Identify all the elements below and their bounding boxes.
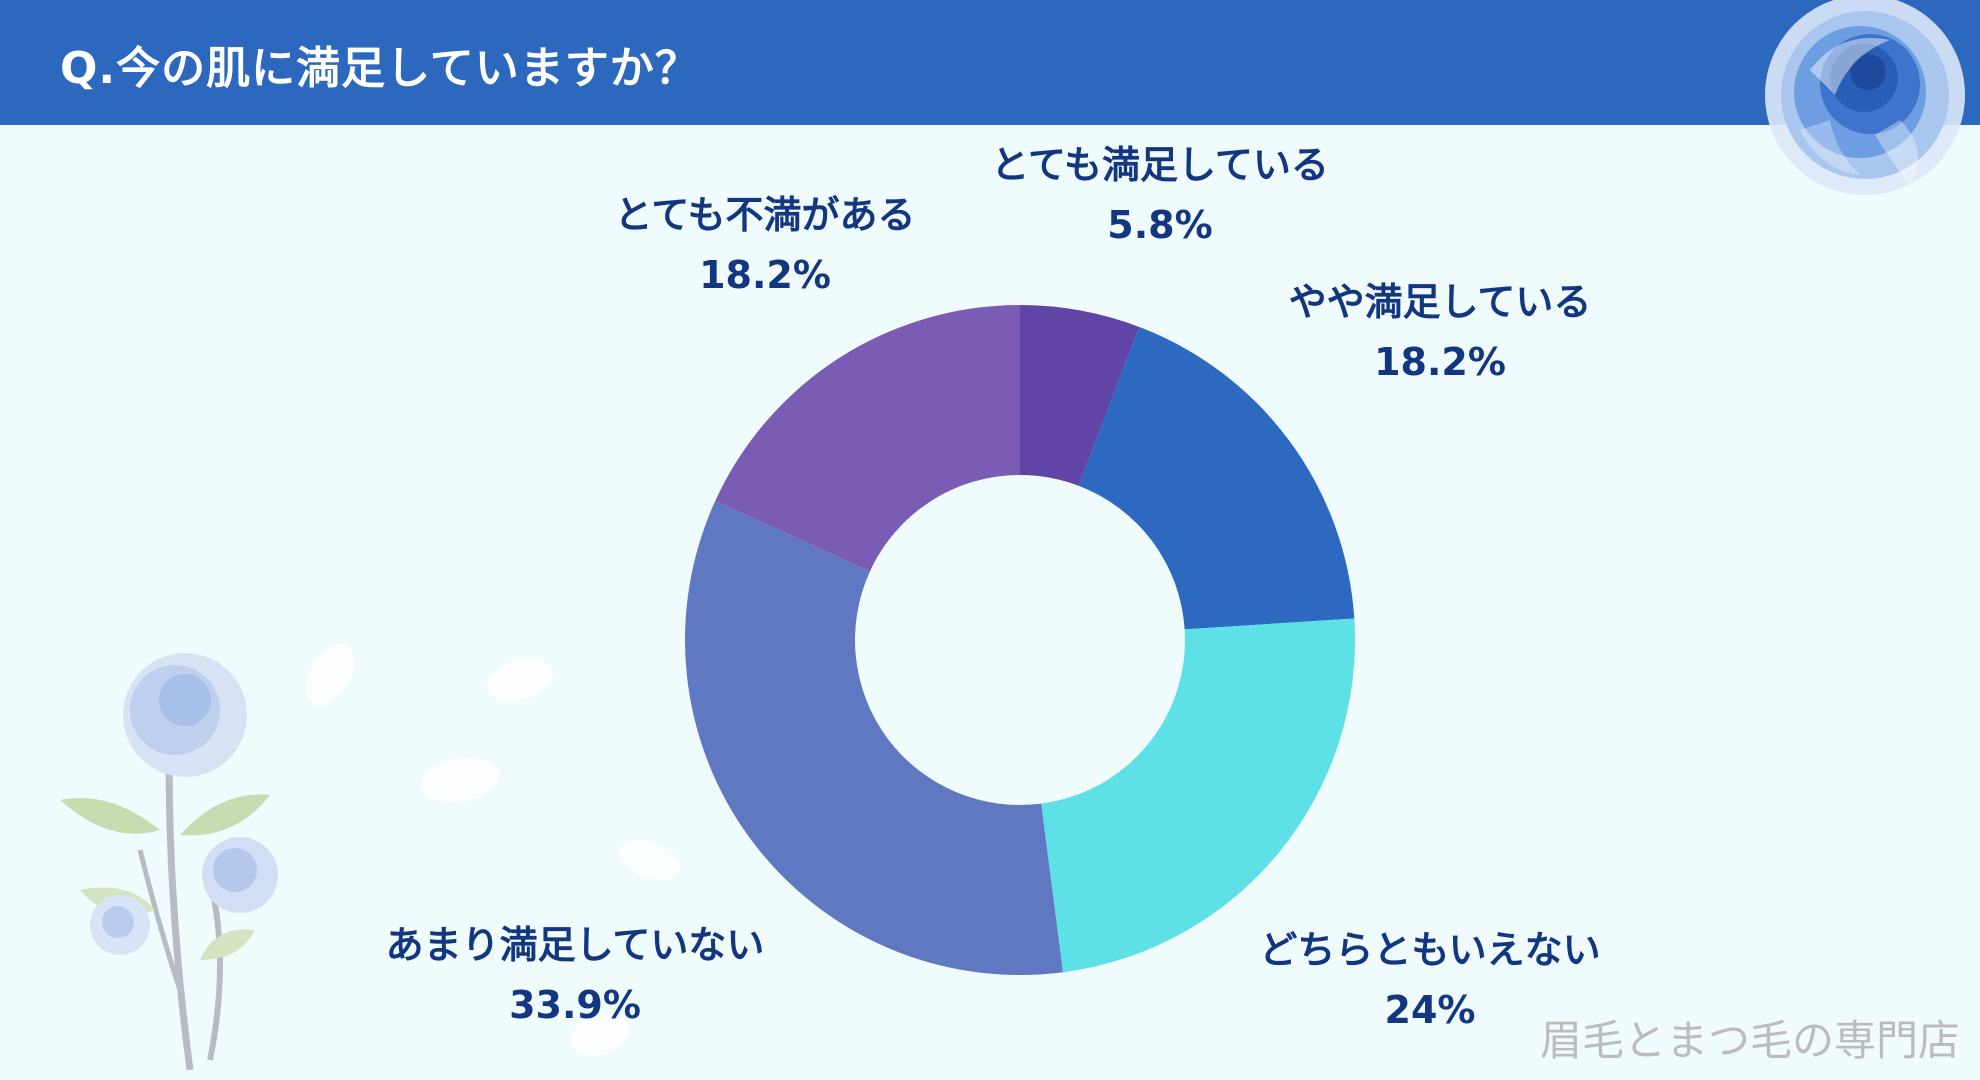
slice-label-3: どちらともいえない xyxy=(1259,928,1600,972)
slice-label-2: やや満足している xyxy=(1289,280,1592,324)
slice-label-1: とても満足している xyxy=(991,143,1329,187)
slice-3 xyxy=(1041,618,1355,973)
watermark: 眉毛とまつ毛の専門店 xyxy=(1539,1016,1960,1065)
chart-slices xyxy=(684,305,1355,975)
slice-value-4: 33.9% xyxy=(509,983,641,1027)
slice-value-5: 18.2% xyxy=(699,253,831,297)
slice-5 xyxy=(715,305,1020,572)
header-bar: Q.今の肌に満足していますか？ xyxy=(0,0,1980,125)
slice-label-5: とても不満がある xyxy=(615,193,916,237)
slice-label-4: あまり満足していない xyxy=(386,923,765,967)
rose-bouquet-decoration xyxy=(60,643,681,1071)
slice-value-1: 5.8% xyxy=(1107,203,1212,247)
page-title: Q.今の肌に満足していますか？ xyxy=(60,43,700,94)
slice-2 xyxy=(1078,326,1355,630)
slice-value-2: 18.2% xyxy=(1374,340,1506,384)
slice-4 xyxy=(684,500,1063,975)
slice-value-3: 24% xyxy=(1385,988,1476,1032)
chart-labels: とても満足している 5.8% やや満足している 18.2% どちらともいえない 24% あま… xyxy=(386,143,1601,1032)
slice-1 xyxy=(1020,305,1140,486)
rose-corner-decoration xyxy=(1765,0,1965,195)
